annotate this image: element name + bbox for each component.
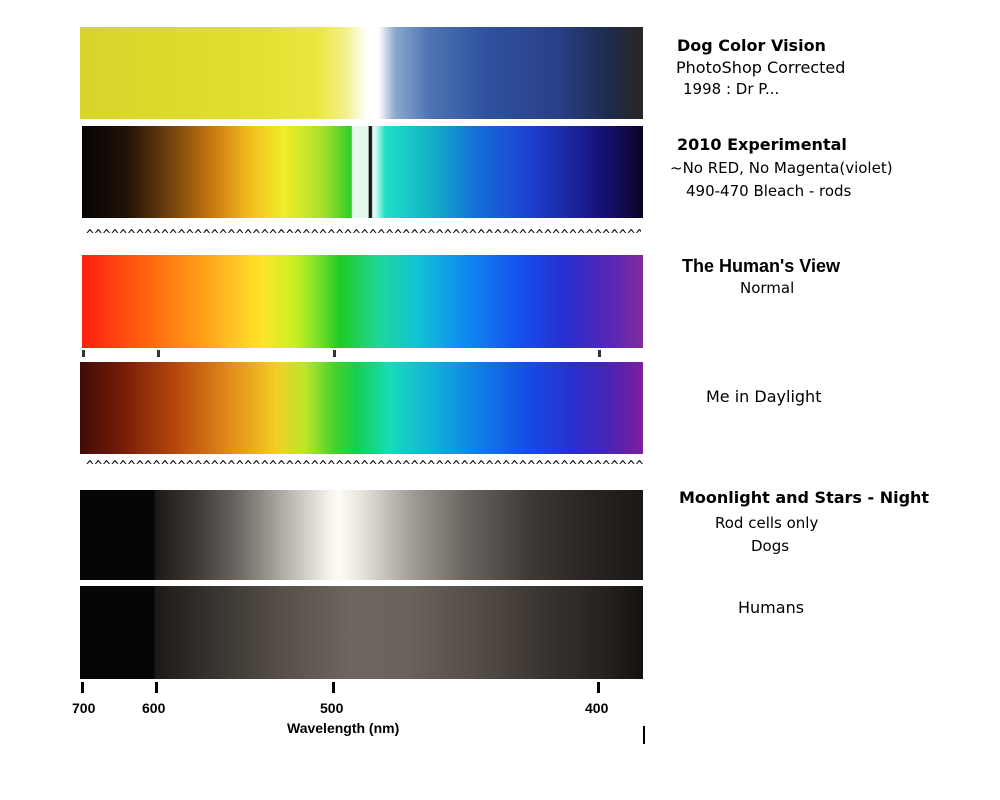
experimental-subtitle-1: ~No RED, No Magenta(violet) — [670, 159, 893, 177]
axis-tick-600 — [155, 682, 158, 693]
dog-vision-spectrum — [80, 27, 643, 119]
me-daylight-spectrum — [80, 362, 643, 454]
me-daylight-label: Me in Daylight — [706, 387, 822, 406]
night-dogs-spectrum — [80, 490, 643, 580]
human-axis-tick-400 — [598, 350, 601, 357]
dog-vision-title: Dog Color Vision — [677, 36, 826, 55]
stray-mark — [643, 726, 645, 744]
separator-carets: ^^^^^^^^^^^^^^^^^^^^^^^^^^^^^^^^^^^^^^^^… — [86, 459, 643, 474]
night-title: Moonlight and Stars - Night — [679, 488, 930, 507]
axis-tick-700 — [81, 682, 84, 693]
dog-vision-subtitle-1: PhotoShop Corrected — [676, 58, 846, 77]
experimental-title: 2010 Experimental — [677, 135, 847, 154]
human-axis-tick-700 — [82, 350, 85, 357]
human-view-subtitle: Normal — [740, 279, 795, 297]
human-normal-spectrum — [82, 255, 643, 348]
human-view-title: The Human's View — [682, 256, 840, 276]
experimental-spectrum — [82, 126, 643, 218]
axis-title: Wavelength (nm) — [287, 720, 400, 736]
experimental-subtitle-2: 490-470 Bleach - rods — [686, 182, 852, 200]
axis-tick-400 — [597, 682, 600, 693]
night-humans-spectrum — [80, 586, 643, 679]
axis-label-700: 700 — [72, 700, 96, 716]
axis-tick-500 — [332, 682, 335, 693]
separator-carets: ^^^^^^^^^^^^^^^^^^^^^^^^^^^^^^^^^^^^^^^^… — [86, 228, 641, 243]
humans-label: Humans — [738, 598, 805, 617]
axis-label-400: 400 — [585, 700, 609, 716]
dogs-label: Dogs — [751, 537, 790, 555]
dog-vision-subtitle-2: 1998 : Dr P... — [683, 80, 780, 98]
axis-label-500: 500 — [320, 700, 344, 716]
axis-label-600: 600 — [142, 700, 166, 716]
human-axis-tick-600 — [157, 350, 160, 357]
human-axis-tick-500 — [333, 350, 336, 357]
rods-only-label: Rod cells only — [715, 514, 819, 532]
